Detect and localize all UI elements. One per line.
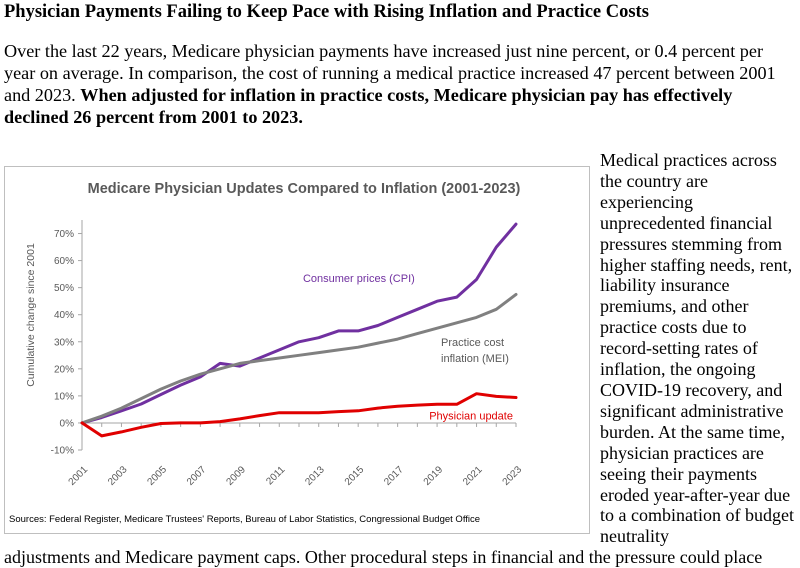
y-tick-labels: -10% 0% 10% 20% 30% 40% 50% 60% 70% (51, 229, 74, 456)
intro-text: Over the last 22 years, Medicare physici… (4, 41, 776, 105)
y-tick-label: 10% (54, 391, 74, 402)
series-labels: Consumer prices (CPI) Practice cost inflat… (303, 273, 513, 422)
inflation-chart: Medicare Physician Updates Compared to I… (4, 166, 590, 534)
physician-series-label: Physician update (429, 411, 513, 423)
cpi-series-label: Consumer prices (CPI) (303, 273, 415, 285)
mei-series-label: Practice cost inflation (MEI) (441, 337, 509, 365)
chart-series (80, 222, 518, 438)
y-tick-label: 50% (54, 283, 74, 294)
chart-axes (78, 220, 517, 451)
chart-border (4, 166, 590, 534)
intro-paragraph: Over the last 22 years, Medicare physici… (4, 40, 796, 128)
page-title: Physician Payments Failing to Keep Pace … (4, 2, 649, 22)
mei-label-line-2: inflation (MEI) (441, 353, 509, 365)
series-line-cpi (80, 222, 518, 425)
y-tick-label: -10% (51, 446, 74, 457)
intro-bold-text: When adjusted for inflation in practice … (4, 85, 733, 127)
y-tick-label: 30% (54, 337, 74, 348)
series-line-mei (80, 292, 518, 425)
mei-label-line-1: Practice cost (441, 337, 504, 349)
y-tick-label: 40% (54, 310, 74, 321)
y-tick-label: 70% (54, 229, 74, 240)
chart-title: Medicare Physician Updates Compared to I… (88, 181, 521, 197)
chart-source: Sources: Federal Register, Medicare Trus… (9, 514, 480, 525)
sidebar-text: Medical practices across the country are… (600, 150, 794, 547)
series-line-physician (80, 392, 518, 438)
y-tick-label: 60% (54, 256, 74, 267)
y-tick-label: 20% (54, 364, 74, 375)
y-tick-label: 0% (60, 418, 75, 429)
bottom-text: adjustments and Medicare payment caps. O… (4, 547, 763, 567)
chart-container: Medicare Physician Updates Compared to I… (4, 166, 590, 534)
y-axis-label: Cumulative change since 2001 (25, 243, 37, 387)
